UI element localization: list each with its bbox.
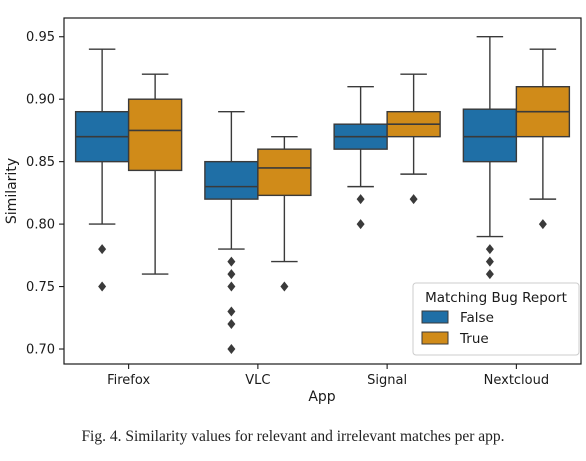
outlier-point [356, 194, 365, 205]
x-tick-label: Nextcloud [484, 373, 550, 388]
outlier-point [485, 269, 494, 280]
outlier-point [280, 281, 289, 292]
outlier-point [98, 244, 107, 255]
outlier-point [98, 281, 107, 292]
y-tick-label: 0.70 [26, 343, 55, 358]
outlier-point [227, 269, 236, 280]
x-axis-label: App [308, 389, 335, 405]
legend-label-false: False [460, 310, 494, 326]
outlier-point [409, 194, 418, 205]
y-tick-label: 0.95 [26, 30, 55, 45]
legend-swatch-true [421, 331, 449, 345]
legend-swatch-false [421, 310, 449, 324]
box-series [74, 36, 571, 355]
box-true-nextcloud [515, 48, 571, 230]
outlier-point [538, 219, 547, 230]
box-true-signal [386, 73, 441, 205]
y-tick-label: 0.75 [26, 280, 55, 295]
y-tick-label: 0.80 [26, 218, 55, 233]
outlier-point [485, 244, 494, 255]
outlier-point [227, 319, 236, 330]
y-tick-label: 0.90 [26, 93, 55, 108]
outlier-point [227, 281, 236, 292]
legend-title: Matching Bug Report [425, 290, 567, 306]
similarity-box-plot: 0.70 0.75 0.80 0.85 0.90 0.95 Firefox VLC Signa… [4, 17, 582, 405]
y-axis: 0.70 0.75 0.80 0.85 0.90 0.95 [26, 30, 64, 358]
box-false-signal [333, 86, 388, 230]
legend-label-true: True [459, 331, 489, 347]
box-true-firefox [127, 73, 183, 275]
figure-caption: Fig. 4. Similarity values for relevant a… [81, 428, 505, 445]
legend: Matching Bug Report False True [412, 282, 580, 356]
y-tick-label: 0.85 [26, 155, 55, 170]
outlier-point [227, 256, 236, 267]
box-iqr [127, 98, 183, 172]
x-tick-label: Firefox [107, 373, 150, 388]
x-axis: Firefox VLC Signal Nextcloud [107, 364, 549, 388]
box-iqr [257, 148, 312, 197]
outlier-point [485, 256, 494, 267]
box-iqr [462, 108, 518, 163]
outlier-point [356, 219, 365, 230]
box-iqr [204, 160, 259, 200]
box-false-nextcloud [462, 36, 518, 280]
y-axis-label: Similarity [4, 158, 20, 224]
box-true-vlc [257, 135, 312, 292]
box-false-vlc [204, 110, 259, 355]
outlier-point [227, 344, 236, 355]
outlier-point [227, 306, 236, 317]
x-tick-label: VLC [245, 373, 270, 388]
legend-frame [412, 282, 580, 356]
x-tick-label: Signal [367, 373, 407, 388]
